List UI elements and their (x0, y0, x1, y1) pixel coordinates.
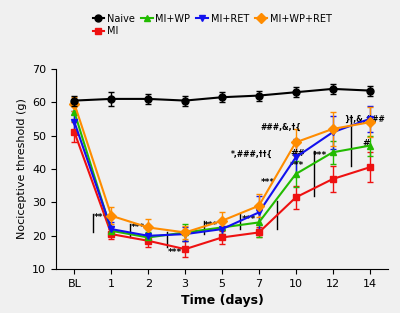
Text: ***: *** (94, 213, 108, 222)
X-axis label: Time (days): Time (days) (180, 295, 264, 307)
Y-axis label: Nociceptive threshold (g): Nociceptive threshold (g) (16, 99, 26, 239)
Text: #: # (362, 140, 370, 148)
Legend: Naive, MI, MI+WP, MI+RET, MI+WP+RET: Naive, MI, MI+WP, MI+RET, MI+WP+RET (89, 10, 335, 40)
Text: ***: *** (261, 178, 275, 187)
Text: ***: *** (312, 151, 327, 160)
Text: ##: ## (290, 150, 305, 158)
Text: ***: *** (168, 248, 182, 257)
Text: ***: *** (130, 223, 145, 232)
Text: }†,&,###: }†,&,### (344, 115, 384, 123)
Text: ***: *** (242, 215, 256, 223)
Text: ###,&,†{: ###,&,†{ (261, 123, 302, 132)
Text: ***: *** (204, 221, 218, 230)
Text: *,###,††{: *,###,††{ (231, 150, 273, 158)
Text: ***: *** (290, 161, 304, 170)
